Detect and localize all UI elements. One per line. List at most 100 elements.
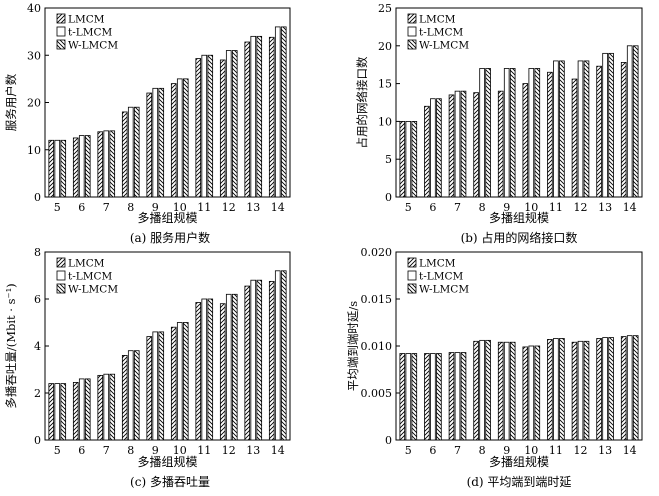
x-tick-label: 11 [197,201,211,214]
bar-t-lmcm-10 [176,78,183,198]
chart-caption: (b) 占用的网络接口数 [461,230,578,245]
bar-t-lmcm-12 [577,340,584,441]
bar-t-lmcm-5 [405,121,412,198]
bar-w-lmcm-8 [485,339,491,441]
bar-w-lmcm-11 [207,54,214,198]
bar-w-lmcm-6 [436,98,442,198]
bar-t-lmcm-10 [528,345,535,441]
bar-t-lmcm-5 [54,383,61,441]
x-tick-label: 10 [524,444,538,457]
bar-t-lmcm-11 [553,60,559,198]
bar-lmcm-9 [146,336,153,441]
bar-w-lmcm-8 [133,350,140,441]
bar-w-lmcm-7 [109,130,116,198]
x-tick-label: 10 [524,201,538,214]
bar-w-lmcm-13 [608,52,614,198]
bar-w-lmcm-5 [411,353,418,441]
bar-lmcm-10 [170,83,177,198]
y-tick-label: 4 [34,340,41,353]
bar-w-lmcm-13 [608,337,614,441]
bar-w-lmcm-6 [84,135,91,198]
bar-w-lmcm-13 [256,279,263,441]
legend-swatch-w-lmcm [407,283,417,294]
bar-lmcm-7 [97,374,104,441]
x-tick-label: 5 [54,444,61,457]
x-tick-label: 11 [549,201,563,214]
bar-lmcm-12 [571,341,578,441]
x-tick-label: 8 [127,444,134,457]
x-tick-label: 6 [78,444,85,457]
x-tick-label: 11 [549,444,563,457]
bar-lmcm-5 [48,383,55,441]
bar-w-lmcm-10 [534,345,541,441]
bar-lmcm-9 [497,90,504,198]
legend-label-t-lmcm: t-LMCM [68,271,113,283]
bar-lmcm-12 [571,78,578,198]
bar-lmcm-6 [424,353,430,441]
legend-swatch-t-lmcm [407,26,417,37]
y-tick-label: 5 [385,153,392,166]
bar-t-lmcm-11 [201,54,208,198]
bar-w-lmcm-9 [158,87,165,198]
bar-lmcm-8 [121,354,128,441]
x-tick-label: 6 [78,201,85,214]
bar-w-lmcm-10 [182,78,189,198]
bar-w-lmcm-14 [280,26,287,198]
y-axis-label: 平均端到端时延/s [346,301,360,391]
plot-frame [395,7,643,198]
bar-t-lmcm-14 [274,26,281,198]
bar-lmcm-6 [72,137,79,198]
y-tick-label: 30 [27,49,41,62]
y-axis-label: 服务用户数 [4,73,18,131]
y-tick-label: 0.010 [361,340,393,353]
bar-w-lmcm-12 [231,50,238,198]
x-tick-label: 13 [598,201,612,214]
bar-t-lmcm-9 [152,87,159,198]
y-tick-label: 0 [34,434,41,447]
x-tick-label: 6 [429,201,436,214]
bar-lmcm-6 [72,382,79,441]
bar-lmcm-8 [121,111,128,198]
legend-label-w-lmcm: W-LMCM [419,40,469,52]
x-tick-label: 14 [271,444,285,457]
x-tick-label: 12 [574,201,588,214]
bar-lmcm-13 [596,65,602,198]
chart-panel-4: 0 0.005 0.010 0.015 0.020 5 6 7 8 9 10 11 12 13 14 LMCM… [346,246,643,489]
bar-t-lmcm-13 [602,337,608,441]
bar-t-lmcm-12 [577,60,584,198]
y-tick-label: 20 [378,40,392,53]
x-tick-label: 7 [103,201,110,214]
bar-lmcm-5 [48,139,55,198]
x-tick-label: 9 [503,201,510,214]
bar-w-lmcm-14 [632,45,639,198]
x-tick-label: 14 [623,201,637,214]
x-tick-label: 5 [405,444,412,457]
x-tick-label: 14 [623,444,637,457]
y-tick-label: 10 [378,115,392,128]
x-tick-label: 8 [479,201,486,214]
x-tick-label: 6 [429,444,436,457]
y-tick-label: 2 [34,387,41,400]
bar-t-lmcm-5 [405,353,412,441]
bar-t-lmcm-7 [454,90,461,198]
x-tick-label: 13 [246,201,260,214]
legend-swatch-t-lmcm [56,26,66,37]
y-tick-label: 0 [385,434,392,447]
bar-w-lmcm-6 [436,353,442,441]
bar-t-lmcm-10 [176,322,183,441]
bar-w-lmcm-7 [460,352,467,441]
y-tick-label: 40 [27,2,41,15]
y-tick-label: 0.015 [361,293,393,306]
legend-label-lmcm: LMCM [68,258,105,270]
x-axis-label: 多播组规模 [489,210,549,225]
bar-w-lmcm-10 [534,68,541,198]
x-tick-label: 10 [173,201,187,214]
legend-label-w-lmcm: W-LMCM [68,40,118,52]
legend-label-w-lmcm: W-LMCM [419,284,469,296]
x-tick-label: 9 [503,444,510,457]
bar-w-lmcm-11 [559,60,565,198]
x-axis-label: 多播组规模 [489,454,549,469]
x-tick-label: 14 [271,201,285,214]
bar-lmcm-5 [399,121,406,198]
